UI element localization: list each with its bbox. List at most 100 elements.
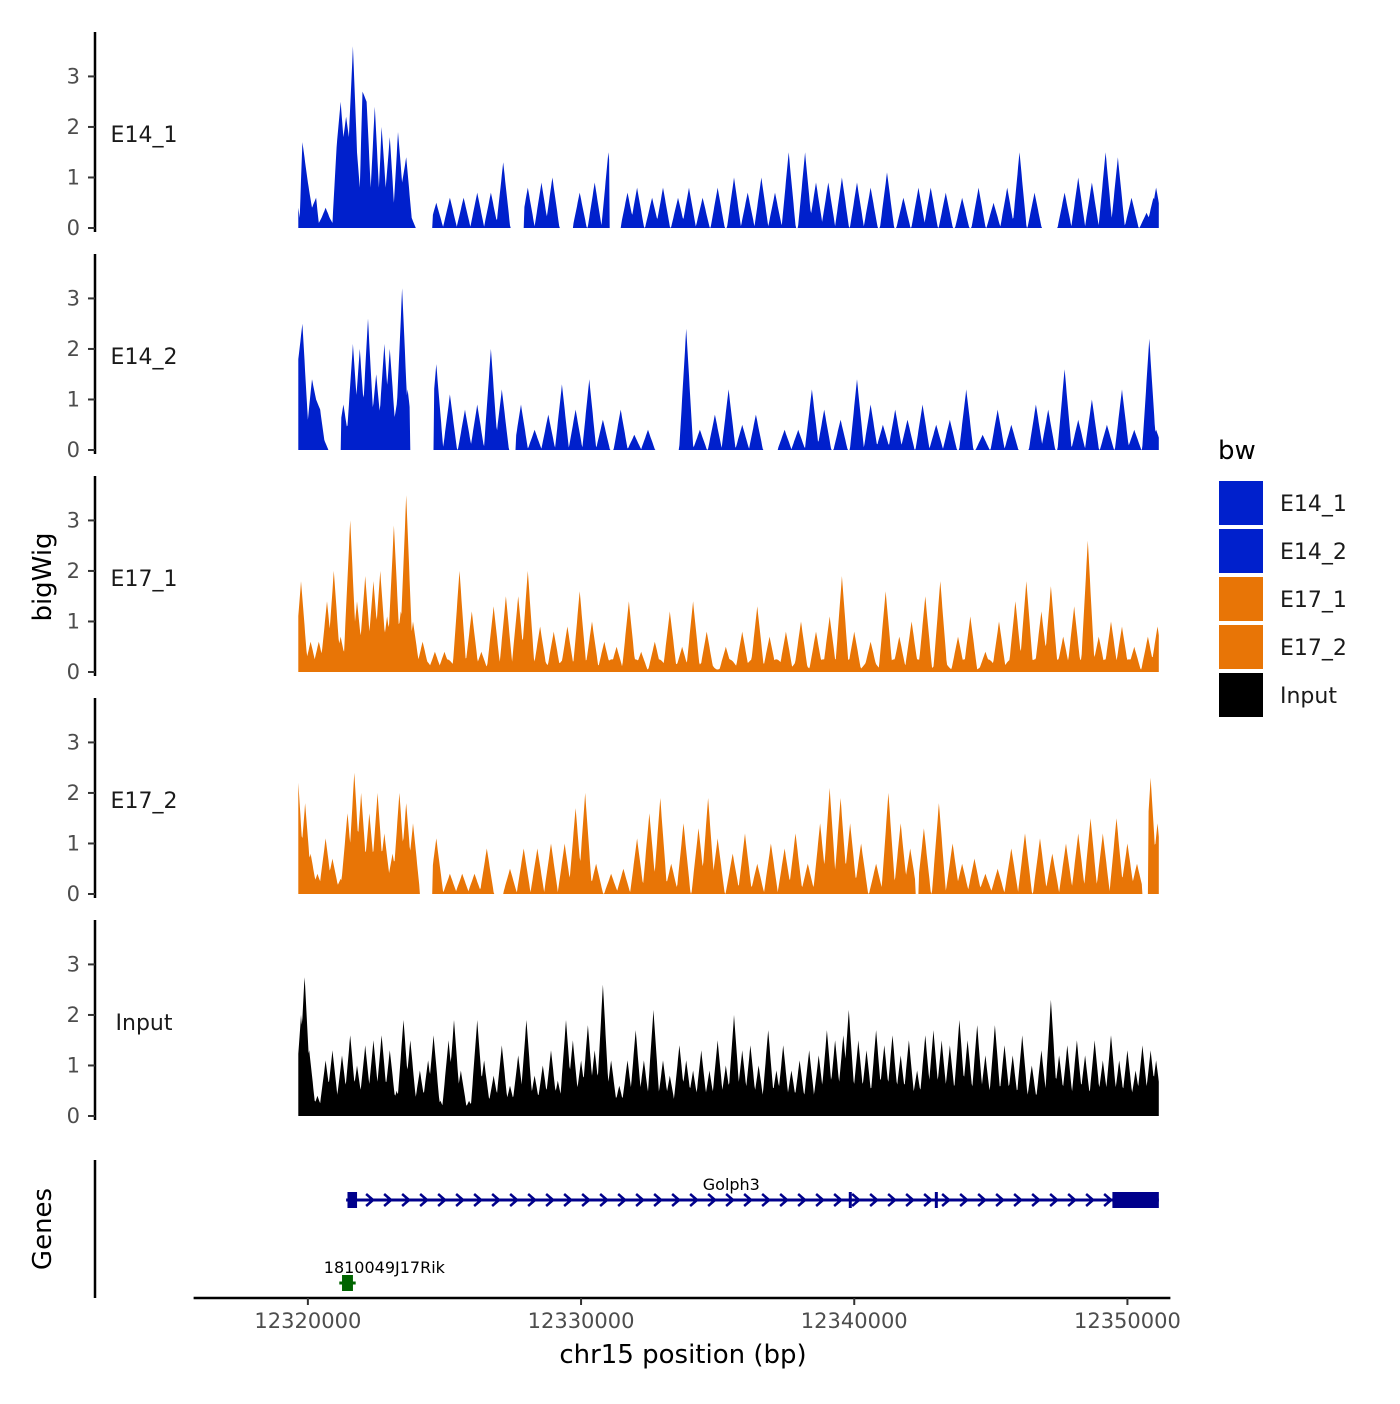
exon [848, 1192, 852, 1208]
strand-arrow [1103, 1193, 1114, 1207]
strand-arrow [1031, 1193, 1042, 1207]
strand-arrow [905, 1193, 916, 1207]
y-tick-label: 1 [67, 609, 80, 633]
signal-area-E17_1 [298, 495, 1159, 672]
exon [1112, 1192, 1159, 1208]
strand-arrow [1013, 1193, 1024, 1207]
y-tick-label: 0 [67, 216, 80, 240]
strand-arrow [545, 1193, 556, 1207]
strand-arrow [923, 1193, 934, 1207]
track-E17_2: 0 1 2 3 E17_2 [67, 698, 1159, 906]
strand-arrow [419, 1193, 430, 1207]
x-axis-title: chr15 position (bp) [559, 1340, 806, 1370]
strand-arrow [365, 1193, 376, 1207]
y-tick-label: 2 [67, 559, 80, 583]
legend-label: E14_2 [1280, 540, 1347, 565]
y-tick-label: 2 [67, 781, 80, 805]
track-label: E17_1 [111, 567, 178, 592]
signal-area-E14_2 [298, 288, 1159, 450]
strand-arrow [743, 1193, 754, 1207]
strand-arrow [563, 1193, 574, 1207]
exon [342, 1275, 353, 1291]
strand-arrow [995, 1193, 1006, 1207]
track-E17_1: 0 1 2 3 E17_1 [67, 476, 1159, 684]
strand-arrow [383, 1193, 394, 1207]
gene-1810049J17Rik: 1810049J17Rik [324, 1258, 446, 1291]
strand-arrow [455, 1193, 466, 1207]
legend-key-E14_1 [1217, 479, 1265, 527]
exon [347, 1192, 358, 1208]
y-tick-label: 1 [67, 1053, 80, 1077]
legend-key-E17_1 [1217, 575, 1265, 623]
strand-arrow [815, 1193, 826, 1207]
y-tick-label: 1 [67, 165, 80, 189]
y-tick-label: 1 [67, 387, 80, 411]
strand-arrow [401, 1193, 412, 1207]
y-tick-label: 0 [67, 660, 80, 684]
strand-arrow [833, 1193, 844, 1207]
tracks-layer: 0 1 2 3 E14_1 0 1 2 3 E14_2 0 1 2 3 E17_1 0 1 2 3 E17_2 0 1 2 3… [67, 32, 1159, 1128]
track-label: E14_2 [111, 345, 178, 370]
gene-label: 1810049J17Rik [324, 1258, 446, 1277]
genes-layer: Golph3 1810049J17Rik [93, 1160, 1159, 1298]
x-tick-label: 12350000 [1074, 1309, 1181, 1333]
y-tick-label: 2 [67, 337, 80, 361]
strand-arrow [887, 1193, 898, 1207]
legend-label: E17_1 [1280, 588, 1347, 613]
strand-arrow [851, 1193, 862, 1207]
legend-key-Input [1217, 671, 1265, 719]
x-axis: 12320000 12330000 12340000 12350000 [193, 1296, 1181, 1333]
legend-title: bw [1218, 436, 1256, 466]
track-label: E17_2 [111, 789, 178, 814]
y-tick-label: 3 [67, 952, 80, 976]
y-axis-title: bigWig [28, 532, 58, 621]
strand-arrow [617, 1193, 628, 1207]
strand-arrow [779, 1193, 790, 1207]
strand-arrow [1049, 1193, 1060, 1207]
exon [934, 1192, 938, 1208]
strand-arrow [635, 1193, 646, 1207]
strand-arrow [581, 1193, 592, 1207]
x-tick-label: 12320000 [254, 1309, 361, 1333]
y-tick-label: 1 [67, 831, 80, 855]
strand-arrow [473, 1193, 484, 1207]
legend-label: E14_1 [1280, 492, 1347, 517]
strand-arrow [1067, 1193, 1078, 1207]
strand-arrow [491, 1193, 502, 1207]
y-tick-label: 2 [67, 1003, 80, 1027]
signal-area-E14_1 [298, 46, 1159, 228]
track-label: E14_1 [111, 123, 178, 148]
legend-key-E14_2 [1217, 527, 1265, 575]
strand-arrow [671, 1193, 682, 1207]
y-tick-label: 3 [67, 730, 80, 754]
signal-area-Input [298, 977, 1159, 1116]
strand-arrow [653, 1193, 664, 1207]
y-tick-label: 0 [67, 1104, 80, 1128]
signal-area-E17_2 [298, 772, 1159, 894]
y-tick-label: 2 [67, 115, 80, 139]
y-tick-label: 3 [67, 286, 80, 310]
strand-arrow [1085, 1193, 1096, 1207]
strand-arrow [725, 1193, 736, 1207]
strand-arrow [689, 1193, 700, 1207]
y-tick-label: 0 [67, 882, 80, 906]
x-tick-label: 12340000 [801, 1309, 908, 1333]
strand-arrow [977, 1193, 988, 1207]
strand-arrow [761, 1193, 772, 1207]
track-E14_2: 0 1 2 3 E14_2 [67, 254, 1159, 462]
legend-label: E17_2 [1280, 636, 1347, 661]
strand-arrow [509, 1193, 520, 1207]
y-tick-label: 0 [67, 438, 80, 462]
legend: bw E14_1 E14_2 E17_1 E17_2 Input [1217, 436, 1347, 719]
genes-axis-title: Genes [28, 1188, 58, 1270]
legend-key-E17_2 [1217, 623, 1265, 671]
strand-arrow [941, 1193, 952, 1207]
strand-arrow [599, 1193, 610, 1207]
strand-arrow [959, 1193, 970, 1207]
y-tick-label: 3 [67, 508, 80, 532]
track-Input: 0 1 2 3 Input [67, 920, 1159, 1128]
track-E14_1: 0 1 2 3 E14_1 [67, 32, 1159, 240]
y-tick-label: 3 [67, 64, 80, 88]
